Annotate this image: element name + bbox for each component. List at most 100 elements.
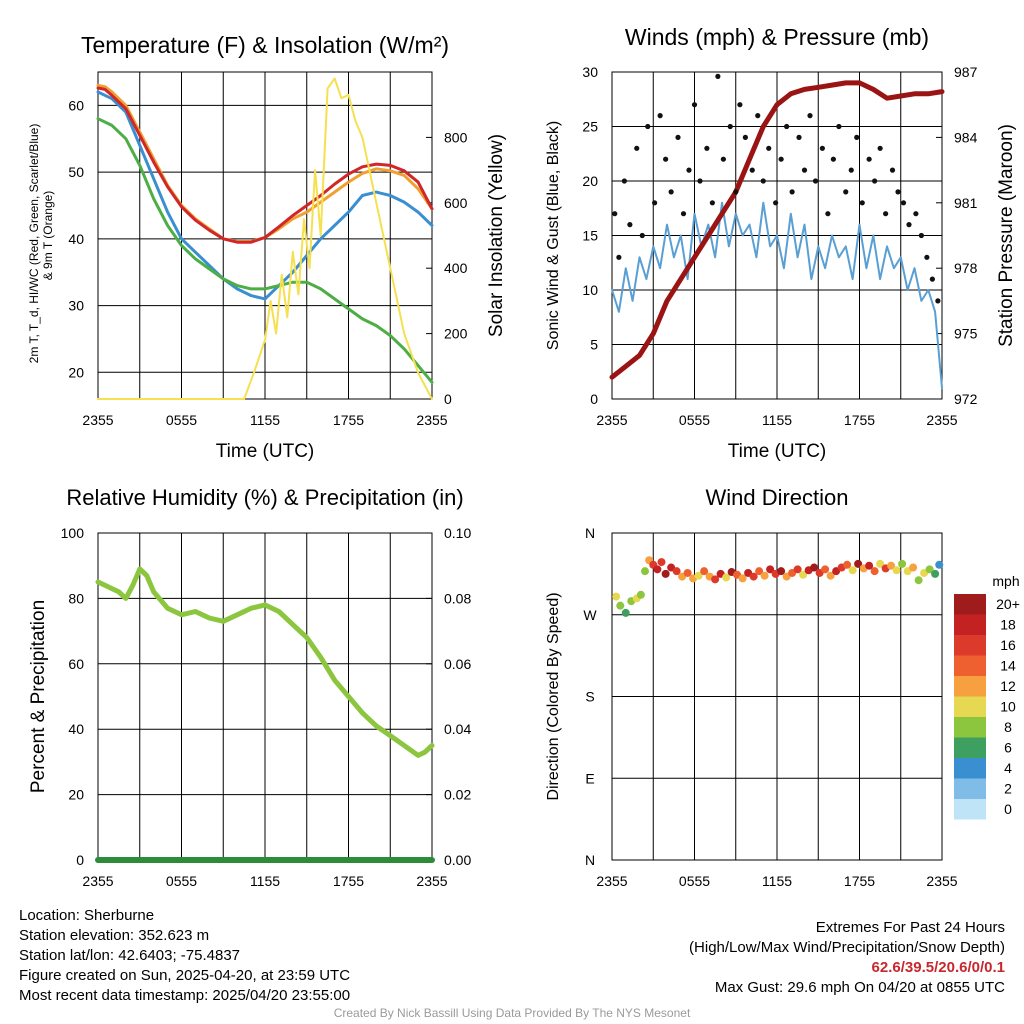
rh-y2-tick-label: 0.02	[444, 787, 471, 803]
wind-gust-point	[737, 102, 743, 108]
rh-y-tick-label: 80	[68, 590, 84, 606]
wind-gust-point	[929, 276, 935, 282]
dir-point	[931, 569, 940, 578]
dir-y-tick-label: N	[585, 852, 595, 868]
extremes-subtitle: (High/Low/Max Wind/Precipitation/Snow De…	[689, 939, 1005, 956]
wind-gust-point	[935, 298, 941, 304]
dir-point	[925, 565, 934, 574]
legend-swatch	[954, 737, 986, 758]
temp-series-line-2	[96, 86, 434, 244]
temp-y-axis-label: & 9m T (Orange)	[41, 191, 55, 281]
legend-label: 6	[1004, 740, 1012, 756]
temp-y2-tick-label: 600	[444, 195, 468, 211]
legend-swatch	[954, 655, 986, 676]
wind-x-tick-label: 1155	[762, 412, 792, 428]
wind-gust-point	[866, 156, 872, 162]
wind-y-tick-label: 20	[582, 173, 598, 189]
temp-x-axis-label: Time (UTC)	[216, 441, 315, 462]
legend-swatch	[954, 614, 986, 635]
legend-label: 18	[1000, 617, 1016, 633]
wind-y-tick-label: 10	[582, 282, 598, 298]
wind-gust-point	[680, 211, 687, 217]
wind-gust-point	[789, 189, 795, 195]
dir-point	[870, 567, 879, 576]
wind-gust-point	[634, 145, 640, 151]
dir-point	[887, 561, 896, 570]
legend-swatch	[954, 758, 986, 779]
wind-gust-point	[784, 123, 790, 130]
temp-x-tick-label: 2355	[82, 412, 113, 428]
wind-x-tick-label: 0555	[679, 412, 710, 428]
legend-label: 12	[1000, 678, 1016, 694]
temp-y-tick-label: 50	[68, 164, 84, 180]
rh-y-tick-label: 20	[68, 787, 84, 803]
temp-y2-tick-label: 0	[444, 391, 452, 407]
wind-gust-point	[657, 113, 663, 119]
rh-y2-tick-label: 0.08	[444, 590, 471, 606]
legend-swatch	[954, 799, 986, 820]
wind-series-line-1	[609, 80, 945, 380]
temp-y-axis-label: 2m T, T_d, HI/WC (Red, Green, Scarlet/Bl…	[27, 124, 41, 364]
dir-point	[612, 592, 621, 601]
wind-x-tick-label: 1755	[844, 412, 875, 428]
dir-point	[777, 567, 786, 576]
wind-gust-point	[872, 178, 878, 184]
max-gust: Max Gust: 29.6 mph On 04/20 at 0855 UTC	[714, 979, 1005, 996]
dir-point	[810, 563, 819, 572]
wind-y2-tick-label: 972	[954, 391, 978, 407]
dir-point	[854, 559, 863, 568]
temp-series-line-1	[96, 90, 434, 301]
wind-gust-point	[843, 189, 849, 195]
dir-point	[760, 571, 769, 580]
dir-point	[683, 568, 692, 577]
wind-y2-tick-label: 987	[954, 64, 978, 80]
temp-x-tick-label: 0555	[166, 412, 197, 428]
dir-point	[661, 569, 670, 578]
dir-x-tick-label: 0555	[679, 873, 710, 889]
station-elevation: Station elevation: 352.623 m	[19, 927, 210, 944]
rh-series-line-0	[95, 566, 435, 758]
legend-swatch	[954, 635, 986, 656]
wind-gust-point	[825, 211, 831, 217]
rh-y-tick-label: 0	[76, 852, 84, 868]
rh-x-tick-label: 1155	[250, 873, 280, 889]
wind-title: Winds (mph) & Pressure (mb)	[625, 24, 929, 50]
wind-x-tick-label: 2355	[596, 412, 627, 428]
dir-point	[738, 574, 747, 583]
temp-y2-tick-label: 200	[444, 326, 468, 342]
wind-gust-point	[778, 156, 784, 162]
dir-point	[616, 601, 625, 610]
wind-gust-point	[720, 156, 726, 162]
dir-point	[641, 567, 649, 576]
legend-label: 14	[1000, 658, 1016, 674]
legend-swatch	[954, 717, 986, 738]
temp-title: Temperature (F) & Insolation (W/m²)	[81, 32, 449, 58]
temp-series-line-3	[96, 117, 434, 384]
wind-gust-point	[877, 145, 883, 151]
legend-label: 8	[1004, 719, 1012, 735]
dir-point	[700, 567, 709, 576]
rh-y-tick-label: 100	[61, 525, 85, 541]
wind-y2-tick-label: 975	[954, 326, 978, 342]
temp-y2-tick-label: 400	[444, 260, 468, 276]
wind-gust-point	[918, 232, 924, 239]
dir-point	[848, 566, 857, 575]
wind-gust-point	[652, 200, 658, 206]
wind-y2-tick-label: 978	[954, 260, 978, 276]
rh-y2-tick-label: 0.10	[444, 525, 471, 541]
dir-point	[749, 572, 758, 581]
wind-gust-point	[906, 222, 912, 228]
wind-x-tick-label: 2355	[926, 412, 957, 428]
legend-label: 20+	[996, 596, 1020, 612]
dir-point	[793, 565, 802, 574]
dir-point	[914, 576, 923, 585]
legend-swatch	[954, 778, 986, 799]
dir-point	[821, 565, 830, 574]
wind-gust-point	[913, 211, 919, 217]
wind-series-line-0	[611, 201, 943, 390]
rh-y-axis-label: Percent & Precipitation	[28, 600, 49, 793]
legend-label: 4	[1004, 760, 1012, 776]
legend-swatch	[954, 676, 986, 697]
wind-y-axis-label: Sonic Wind & Gust (Blue, Black)	[545, 121, 562, 350]
rh-y2-tick-label: 0.04	[444, 721, 471, 737]
